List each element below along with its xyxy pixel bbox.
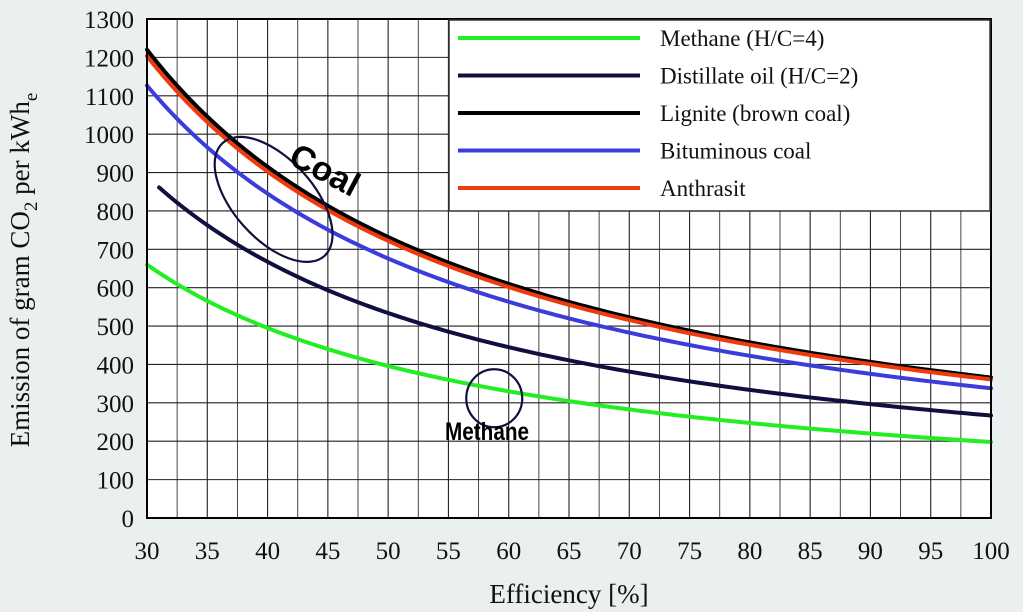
- x-tick-label: 65: [557, 538, 582, 565]
- x-tick-label: 85: [798, 538, 823, 565]
- methane-annotation: Methane: [445, 418, 529, 446]
- series-line-1: [157, 185, 993, 418]
- x-tick-label: 50: [376, 538, 401, 565]
- tick-labels: 30 35 40 45 50 55 60 65 70 75 80 85 90 95 100010020030…: [84, 7, 1010, 565]
- series-line-4: [145, 54, 993, 382]
- y-axis-title-sub: 2: [21, 202, 42, 212]
- y-tick-label: 600: [97, 276, 135, 303]
- series-line-0: [145, 262, 993, 444]
- legend-label-2: Lignite (brown coal): [660, 101, 850, 126]
- x-tick-label: 95: [918, 538, 943, 565]
- y-tick-label: 1200: [84, 45, 134, 72]
- y-tick-label: 1000: [84, 122, 134, 149]
- legend-label-4: Anthrasit: [660, 176, 746, 201]
- x-tick-label: 35: [195, 538, 220, 565]
- y-axis-title-sub2: e: [21, 93, 42, 101]
- legend-box: [448, 19, 991, 212]
- series-line-2: [145, 47, 993, 380]
- x-tick-label: 90: [858, 538, 883, 565]
- x-tick-label: 40: [255, 538, 280, 565]
- legend-label-0: Methane (H/C=4): [660, 26, 824, 51]
- coal-ellipse: [213, 135, 334, 264]
- series-layer: [145, 47, 993, 444]
- x-tick-label: 55: [436, 538, 461, 565]
- legend-label-3: Bituminous coal: [660, 139, 811, 164]
- y-tick-label: 500: [97, 314, 135, 341]
- y-tick-label: 800: [97, 199, 135, 226]
- plot-frame: [146, 18, 992, 519]
- series-line-3: [145, 83, 993, 391]
- x-tick-label: 100: [972, 538, 1010, 565]
- y-axis-title-mid: per kWh: [5, 101, 35, 202]
- axes: [146, 18, 992, 519]
- methane-circle: [465, 368, 524, 429]
- y-tick-label: 900: [97, 161, 135, 188]
- y-tick-label: 0: [122, 506, 135, 533]
- x-tick-label: 30: [135, 538, 160, 565]
- x-tick-label: 80: [737, 538, 762, 565]
- x-tick-label: 45: [315, 538, 340, 565]
- legend: Methane (H/C=4) Distillate oil (H/C=2) Lig…: [448, 19, 991, 212]
- x-tick-label: 70: [617, 538, 642, 565]
- y-tick-label: 100: [97, 468, 135, 495]
- y-axis-title-main: Emission of gram CO: [5, 211, 35, 447]
- y-tick-label: 200: [97, 429, 135, 456]
- y-tick-label: 1100: [85, 84, 134, 111]
- y-tick-label: 1300: [84, 7, 134, 34]
- y-tick-label: 400: [97, 352, 135, 379]
- y-tick-label: 300: [97, 391, 135, 418]
- y-axis-title: Emission of gram CO2 per kWhe: [5, 93, 42, 448]
- y-tick-label: 700: [97, 237, 135, 264]
- x-tick-label: 60: [496, 538, 521, 565]
- legend-label-1: Distillate oil (H/C=2): [660, 64, 858, 89]
- x-axis-title: Efficiency [%]: [489, 579, 648, 609]
- x-tick-label: 75: [677, 538, 702, 565]
